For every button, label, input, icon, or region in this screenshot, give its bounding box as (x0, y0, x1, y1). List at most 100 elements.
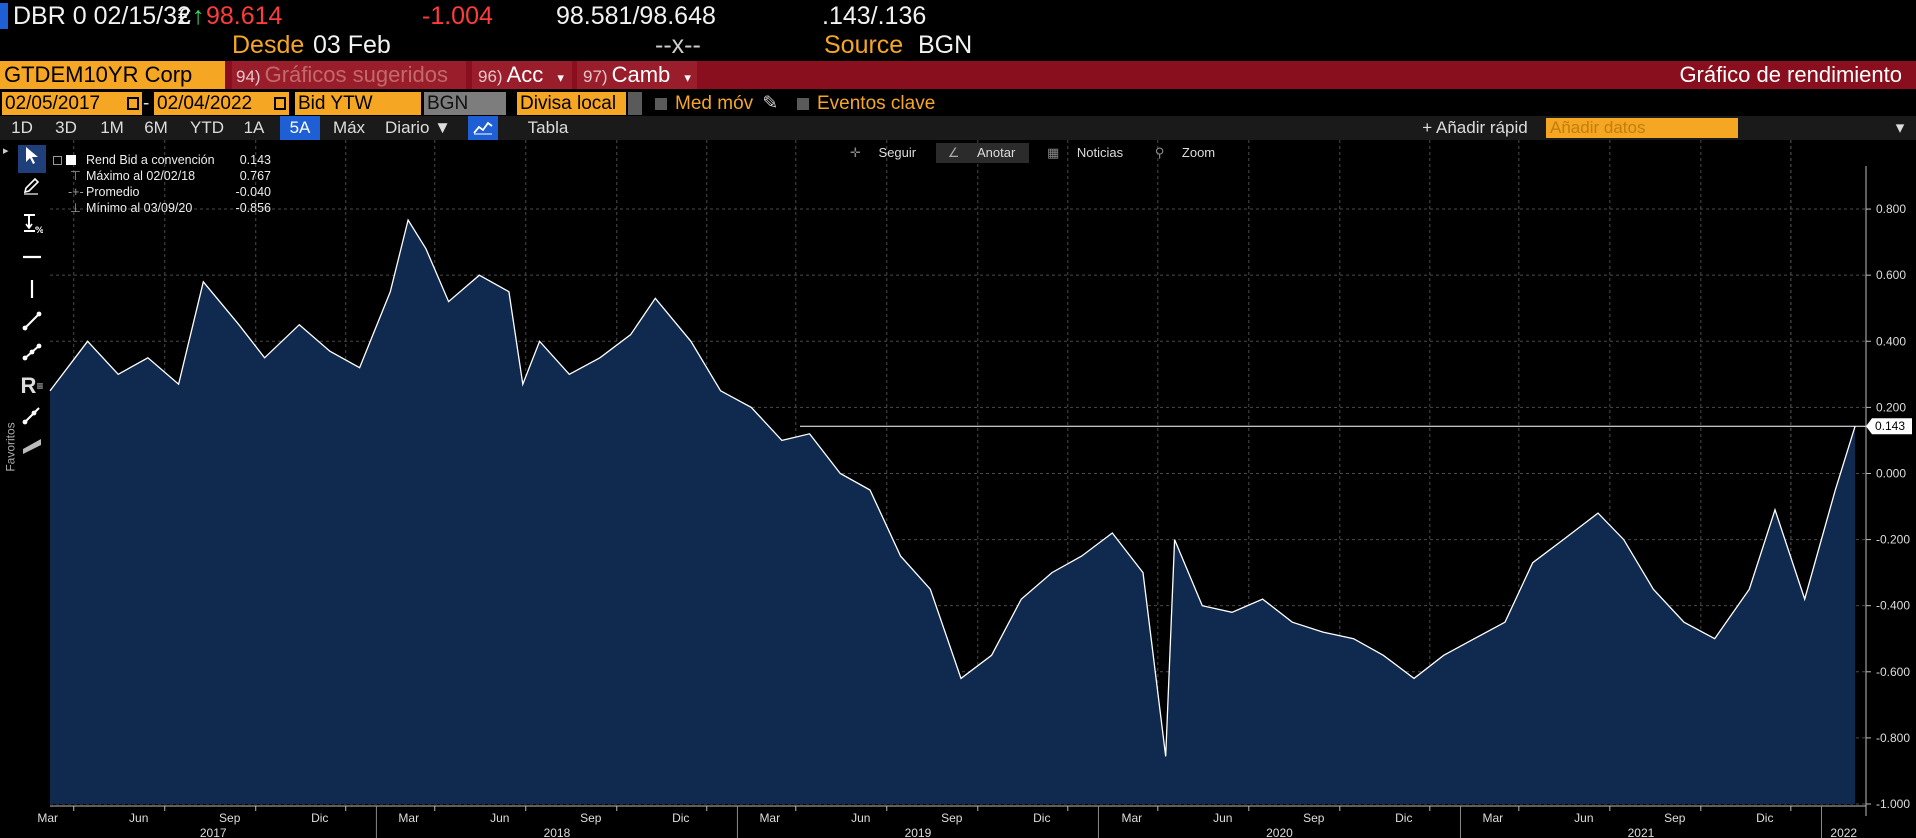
x-tick-label: Dic (1395, 811, 1412, 825)
pencil-icon[interactable] (18, 176, 46, 204)
date-separator: - (143, 93, 150, 114)
currency-dropdown-icon[interactable] (628, 92, 642, 115)
follow-button[interactable]: ✛ Seguir (838, 143, 930, 163)
ray-icon[interactable] (18, 404, 46, 432)
suggested-charts-number: 94) (236, 67, 261, 86)
add-data-input[interactable]: Añadir datos (1546, 118, 1738, 138)
currency-selector[interactable]: Divisa local (517, 92, 642, 115)
legend-row-yield[interactable]: Rend Bid a convención 0.143 (53, 152, 271, 168)
actions-caret-icon: ▾ (557, 70, 564, 85)
end-date-value: 02/04/2022 (157, 93, 253, 114)
key-events-toggle[interactable]: Eventos clave (797, 92, 935, 115)
range-1a[interactable]: 1A (243, 118, 265, 137)
suggested-charts-button[interactable]: 94) Gráficos sugeridos (232, 61, 466, 89)
range-max[interactable]: Máx (332, 118, 366, 137)
source-selector[interactable]: BGN (424, 92, 506, 115)
range-ytd[interactable]: YTD (190, 118, 224, 137)
zoom-button[interactable]: ⚲ Zoom (1143, 143, 1229, 163)
currency-symbol: € (178, 3, 191, 29)
x-tick-label: Mar (1121, 811, 1142, 825)
x-tick-label: Sep (580, 811, 602, 825)
bid-ask: 98.581/98.648 (556, 2, 716, 30)
x-tick-label: Sep (941, 811, 963, 825)
y-tick-label: 0.000 (1876, 466, 1906, 480)
range-1m[interactable]: 1M (100, 118, 124, 137)
annotate-label: Anotar (977, 145, 1016, 160)
legend-value: -0.040 (235, 185, 271, 199)
currency-value: Divisa local (520, 93, 617, 114)
moving-average-toggle[interactable]: Med móv ✎ (655, 92, 778, 115)
quick-add-button[interactable]: + Añadir rápid (1422, 118, 1528, 137)
change-caret-icon: ▾ (684, 70, 691, 85)
collapse-icon[interactable] (53, 156, 62, 165)
news-button[interactable]: ▦ Noticias (1035, 143, 1137, 163)
up-arrow-icon: ↑ (192, 2, 205, 30)
yield-bid-ask: .143/.136 (822, 2, 927, 30)
last-value-tag-label: 0.143 (1875, 419, 1905, 433)
yield-line (49, 218, 1856, 757)
x-tick-label: Jun (1213, 811, 1232, 825)
retracement-icon[interactable]: R≡ (20, 373, 44, 398)
chart-canvas[interactable]: 0.800 0.600 0.400 0.200 0.000 -0.200 -0.400 -0.… (0, 140, 1916, 838)
source-value: BGN (918, 31, 973, 59)
ticker-input[interactable]: GTDEM10YR Corp (0, 61, 225, 89)
legend-value: -0.856 (235, 201, 271, 215)
trend-line-icon[interactable] (18, 310, 46, 338)
news-label: Noticias (1076, 145, 1124, 160)
last-price: 98.614 (206, 2, 283, 30)
actions-menu[interactable]: 96) Acc ▾ (472, 61, 572, 89)
mid-marker: --x-- (655, 31, 701, 59)
y-tick-label: 0.600 (1876, 268, 1906, 282)
max-marker-icon: ⊤ (70, 169, 81, 183)
security-marker (0, 3, 8, 29)
drawing-toolbar: ▸ % R≡ Favoritos (0, 140, 50, 800)
chart-legend: Rend Bid a convención 0.143 ⊤ Máximo al … (53, 152, 271, 216)
moving-average-checkbox[interactable] (655, 97, 667, 110)
function-bar: GTDEM10YR Corp 94) Gráficos sugeridos 96)… (0, 61, 1916, 89)
legend-row-max: ⊤ Máximo al 02/02/18 0.767 (56, 168, 271, 184)
y-axis: 0.800 0.600 0.400 0.200 0.000 -0.200 -0.400 -0.… (1865, 166, 1910, 816)
band-icon[interactable] (18, 434, 46, 462)
pencil-icon: ∠ (947, 145, 960, 160)
year-label: 2018 (544, 826, 571, 838)
x-tick-label: Sep (219, 811, 241, 825)
chevron-down-icon[interactable]: ▾ (1895, 118, 1905, 137)
legend-label: Máximo al 02/02/18 (86, 169, 196, 183)
avg-marker-icon: -+- (68, 185, 84, 199)
calendar-icon[interactable] (274, 97, 286, 110)
start-date-field[interactable]: 02/05/2017 (2, 92, 142, 115)
y-tick-label: -0.200 (1876, 533, 1910, 547)
range-3d[interactable]: 3D (55, 118, 77, 137)
y-tick-label: -0.600 (1876, 665, 1910, 679)
magnifier-icon: ⚲ (1154, 145, 1165, 160)
range-6m[interactable]: 6M (144, 118, 168, 137)
calendar-icon[interactable] (127, 97, 139, 110)
end-date-field[interactable]: 02/04/2022 (154, 92, 289, 115)
yield-chart[interactable]: 0.800 0.600 0.400 0.200 0.000 -0.200 -0.400 -0.… (0, 140, 1916, 838)
range-5a[interactable]: 5A (280, 116, 320, 140)
field-selector[interactable]: Bid YTW (295, 92, 421, 115)
table-view-button[interactable]: Tabla (527, 118, 569, 137)
key-events-label: Eventos clave (817, 93, 936, 114)
key-events-checkbox[interactable] (797, 97, 809, 110)
x-tick-label: Jun (490, 811, 509, 825)
range-1d[interactable]: 1D (11, 118, 33, 137)
percent-icon[interactable]: % (18, 212, 46, 240)
expand-toolbar-icon[interactable]: ▸ (3, 145, 9, 157)
zoom-label: Zoom (1181, 145, 1216, 160)
pencil-icon[interactable]: ✎ (762, 93, 779, 114)
horizontal-line-icon[interactable] (18, 246, 46, 274)
security-name[interactable]: DBR 0 02/15/32 (13, 2, 191, 30)
pointer-icon[interactable] (18, 145, 46, 173)
y-tick-label: 0.800 (1876, 202, 1906, 216)
frequency-selector[interactable]: Diario ▼ (385, 118, 451, 137)
year-label: 2021 (1628, 826, 1655, 838)
annotate-button[interactable]: ∠ Anotar (935, 143, 1030, 163)
x-tick-label: Sep (1664, 811, 1686, 825)
channel-icon[interactable] (18, 340, 46, 368)
last-value-tag: 0.143 (1866, 418, 1912, 435)
change-menu[interactable]: 97) Camb ▾ (577, 61, 697, 89)
actions-number: 96) (478, 67, 503, 86)
chart-type-line-icon[interactable] (468, 116, 498, 140)
vertical-line-icon[interactable] (18, 278, 46, 306)
